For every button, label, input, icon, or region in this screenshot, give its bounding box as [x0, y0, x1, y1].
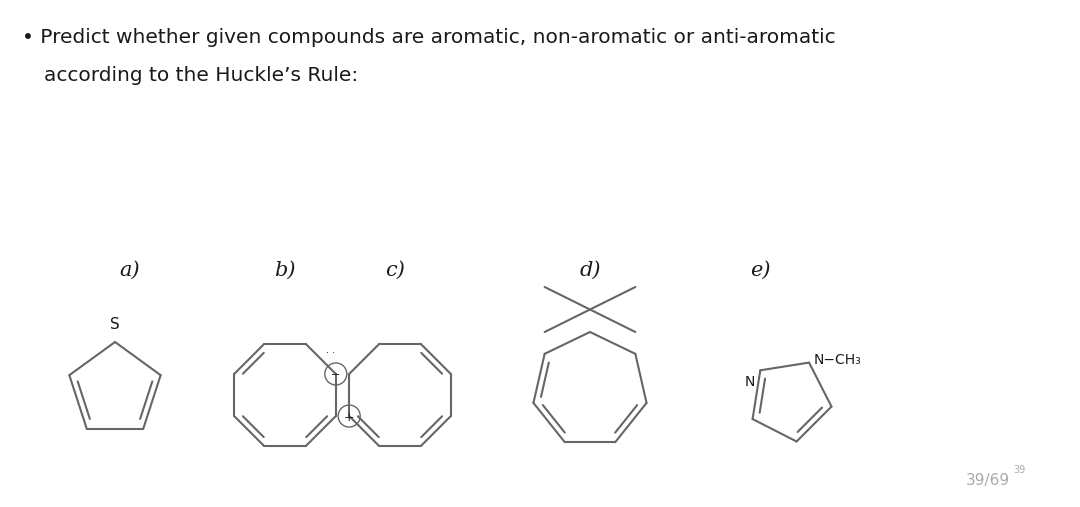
Text: 39/69: 39/69	[966, 473, 1010, 488]
Text: · ·: · ·	[326, 348, 336, 358]
Text: +: +	[343, 411, 354, 423]
Text: according to the Huckle’s Rule:: according to the Huckle’s Rule:	[44, 66, 359, 85]
Text: • Predict whether given compounds are aromatic, non-aromatic or anti-aromatic: • Predict whether given compounds are ar…	[22, 28, 836, 47]
Text: 39: 39	[1013, 465, 1025, 475]
Text: −: −	[332, 370, 340, 380]
Text: d): d)	[579, 261, 600, 279]
Text: a): a)	[120, 261, 140, 279]
Text: N−CH₃: N−CH₃	[814, 352, 862, 367]
Text: c): c)	[386, 261, 405, 279]
Text: N: N	[745, 375, 755, 389]
Text: e): e)	[750, 261, 770, 279]
Text: S: S	[110, 317, 120, 332]
Text: b): b)	[274, 261, 296, 279]
